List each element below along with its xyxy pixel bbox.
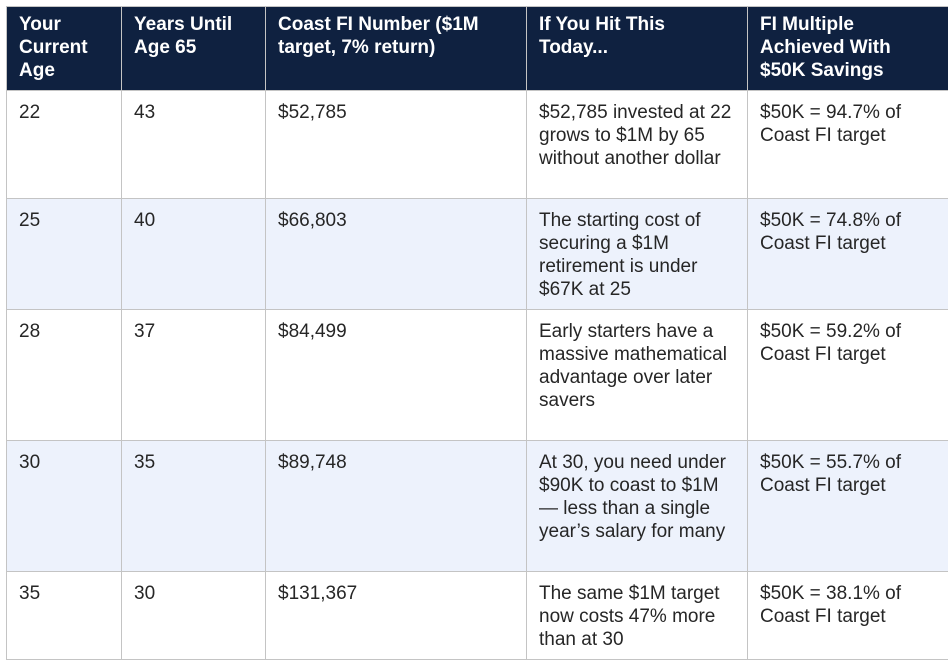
cell-description: At 30, you need under $90K to coast to $… [527, 441, 748, 572]
cell-age: 35 [7, 572, 122, 660]
cell-years: 30 [122, 572, 266, 660]
cell-fi-multiple: $50K = 59.2% of Coast FI target [748, 310, 948, 441]
cell-description: The same $1M target now costs 47% more t… [527, 572, 748, 660]
table-row: 25 40 $66,803 The starting cost of secur… [7, 199, 948, 310]
cell-age: 22 [7, 91, 122, 199]
header-years-until-65: Years Until Age 65 [122, 7, 266, 91]
cell-coast-fi: $66,803 [266, 199, 527, 310]
header-fi-multiple: FI Multiple Achieved With $50K Savings [748, 7, 948, 91]
cell-age: 30 [7, 441, 122, 572]
header-current-age: Your Current Age [7, 7, 122, 91]
coast-fi-table: Your Current Age Years Until Age 65 Coas… [6, 6, 948, 660]
cell-fi-multiple: $50K = 74.8% of Coast FI target [748, 199, 948, 310]
cell-description: $52,785 invested at 22 grows to $1M by 6… [527, 91, 748, 199]
table-row: 30 35 $89,748 At 30, you need under $90K… [7, 441, 948, 572]
header-if-you-hit-this-today: If You Hit This Today... [527, 7, 748, 91]
cell-age: 25 [7, 199, 122, 310]
header-coast-fi-number: Coast FI Number ($1M target, 7% return) [266, 7, 527, 91]
table-row: 35 30 $131,367 The same $1M target now c… [7, 572, 948, 660]
cell-fi-multiple: $50K = 38.1% of Coast FI target [748, 572, 948, 660]
cell-coast-fi: $131,367 [266, 572, 527, 660]
cell-description: Early starters have a massive mathematic… [527, 310, 748, 441]
cell-years: 43 [122, 91, 266, 199]
cell-description: The starting cost of securing a $1M reti… [527, 199, 748, 310]
cell-coast-fi: $89,748 [266, 441, 527, 572]
cell-years: 37 [122, 310, 266, 441]
cell-coast-fi: $52,785 [266, 91, 527, 199]
cell-fi-multiple: $50K = 55.7% of Coast FI target [748, 441, 948, 572]
cell-coast-fi: $84,499 [266, 310, 527, 441]
cell-fi-multiple: $50K = 94.7% of Coast FI target [748, 91, 948, 199]
cell-age: 28 [7, 310, 122, 441]
table-row: 22 43 $52,785 $52,785 invested at 22 gro… [7, 91, 948, 199]
table-row: 28 37 $84,499 Early starters have a mass… [7, 310, 948, 441]
cell-years: 35 [122, 441, 266, 572]
table-header-row: Your Current Age Years Until Age 65 Coas… [7, 7, 948, 91]
cell-years: 40 [122, 199, 266, 310]
